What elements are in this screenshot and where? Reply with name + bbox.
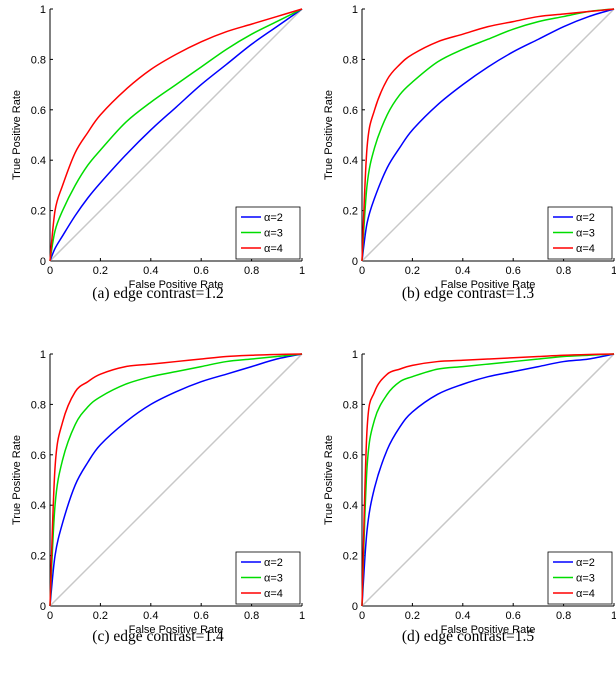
panel-caption: (c) edge contrast=1.4: [92, 628, 224, 645]
series-line-2: [49, 353, 303, 607]
diagonal-line: [49, 353, 303, 607]
x-tick-label: 1: [611, 265, 616, 277]
x-tick-label: 0.6: [194, 610, 209, 622]
legend-entry-0: α=2: [264, 557, 283, 569]
series-line-0: [361, 8, 615, 262]
x-tick-label: 0.4: [143, 610, 158, 622]
series-line-1: [49, 8, 303, 262]
diagonal-line: [361, 353, 615, 607]
x-axis-label: False Positive Rate: [441, 279, 536, 291]
series-line-0: [49, 353, 303, 607]
series-line-0: [49, 8, 303, 262]
legend-entry-2: α=4: [264, 243, 283, 255]
x-axis-label: False Positive Rate: [441, 624, 536, 636]
y-tick-label: 0.8: [343, 399, 358, 411]
x-tick-label: 0.6: [506, 265, 521, 277]
x-tick-label: 0.2: [93, 610, 108, 622]
x-axis-label: False Positive Rate: [129, 624, 224, 636]
legend-entry-0: α=2: [576, 557, 595, 569]
y-tick-label: 0.6: [343, 105, 358, 117]
x-tick-label: 0.6: [194, 265, 209, 277]
x-axis-label: False Positive Rate: [129, 279, 224, 291]
y-tick-label: 0.8: [31, 54, 46, 66]
panel-caption: (b) edge contrast=1.3: [402, 285, 535, 302]
y-tick-label: 0.2: [31, 551, 46, 563]
legend: α=2 α=3 α=4: [235, 551, 301, 605]
y-tick-label: 1: [352, 4, 358, 16]
x-tick-label: 0.6: [506, 610, 521, 622]
y-tick-label: 0: [40, 256, 46, 268]
y-tick-label: 0.8: [31, 399, 46, 411]
x-tick-label: 0.8: [556, 610, 571, 622]
series-line-1: [361, 8, 615, 262]
roc-panel-1: 0 0.2 0.4 0.6 0.8 1 0 0.2 0.4 0.6 0.8 1 False Positi…: [323, 4, 616, 302]
y-tick-label: 0: [352, 601, 358, 613]
y-tick-label: 0.6: [31, 105, 46, 117]
legend: α=2 α=3 α=4: [235, 206, 301, 260]
legend-entry-1: α=3: [264, 573, 283, 585]
x-tick-label: 0: [47, 265, 53, 277]
y-tick-label: 0: [352, 256, 358, 268]
y-tick-label: 0.2: [31, 206, 46, 218]
series-line-1: [361, 353, 615, 607]
legend-entry-1: α=3: [576, 573, 595, 585]
diagonal-line: [361, 8, 615, 262]
roc-panel-2: 0 0.2 0.4 0.6 0.8 1 0 0.2 0.4 0.6 0.8 1 False Positi…: [11, 349, 305, 645]
y-axis-label: True Positive Rate: [323, 435, 335, 525]
x-tick-label: 0.2: [93, 265, 108, 277]
series-line-2: [361, 353, 615, 607]
y-tick-label: 0.6: [31, 450, 46, 462]
x-tick-label: 0.8: [244, 610, 259, 622]
series-line-1: [49, 353, 303, 607]
y-tick-label: 0.4: [343, 500, 358, 512]
diagonal-line: [49, 8, 303, 262]
legend-entry-2: α=4: [576, 588, 595, 600]
legend-entry-2: α=4: [576, 243, 595, 255]
x-tick-label: 0.2: [405, 610, 420, 622]
legend: α=2 α=3 α=4: [547, 206, 613, 260]
y-tick-label: 0.2: [343, 551, 358, 563]
y-axis-label: True Positive Rate: [323, 90, 335, 180]
roc-panel-0: 0 0.2 0.4 0.6 0.8 1 0 0.2 0.4 0.6 0.8 1 False Positi…: [11, 4, 305, 302]
legend-entry-2: α=4: [264, 588, 283, 600]
y-tick-label: 0: [40, 601, 46, 613]
x-tick-label: 1: [611, 610, 616, 622]
y-tick-label: 1: [352, 349, 358, 361]
legend-entry-0: α=2: [576, 212, 595, 224]
x-tick-label: 0: [359, 610, 365, 622]
panel-caption: (d) edge contrast=1.5: [402, 628, 535, 645]
legend-entry-1: α=3: [576, 228, 595, 240]
legend: α=2 α=3 α=4: [547, 551, 613, 605]
x-tick-label: 0: [47, 610, 53, 622]
x-tick-label: 0.2: [405, 265, 420, 277]
x-tick-label: 1: [299, 610, 305, 622]
legend-entry-1: α=3: [264, 228, 283, 240]
x-tick-label: 0.4: [455, 265, 470, 277]
panel-caption: (a) edge contrast=1.2: [92, 285, 223, 302]
y-tick-label: 0.6: [343, 450, 358, 462]
y-tick-label: 0.4: [31, 500, 46, 512]
series-line-2: [49, 8, 303, 262]
x-tick-label: 0.4: [455, 610, 470, 622]
x-tick-label: 0.4: [143, 265, 158, 277]
y-tick-label: 0.4: [31, 155, 46, 167]
x-tick-label: 0.8: [556, 265, 571, 277]
y-tick-label: 0.8: [343, 54, 358, 66]
x-tick-label: 0: [359, 265, 365, 277]
series-line-0: [361, 353, 615, 607]
roc-panel-3: 0 0.2 0.4 0.6 0.8 1 0 0.2 0.4 0.6 0.8 1 False Positi…: [323, 349, 616, 645]
x-tick-label: 1: [299, 265, 305, 277]
x-tick-label: 0.8: [244, 265, 259, 277]
y-tick-label: 0.4: [343, 155, 358, 167]
y-tick-label: 1: [40, 349, 46, 361]
y-tick-label: 1: [40, 4, 46, 16]
y-axis-label: True Positive Rate: [11, 90, 23, 180]
y-tick-label: 0.2: [343, 206, 358, 218]
series-line-2: [361, 8, 615, 262]
y-axis-label: True Positive Rate: [11, 435, 23, 525]
legend-entry-0: α=2: [264, 212, 283, 224]
